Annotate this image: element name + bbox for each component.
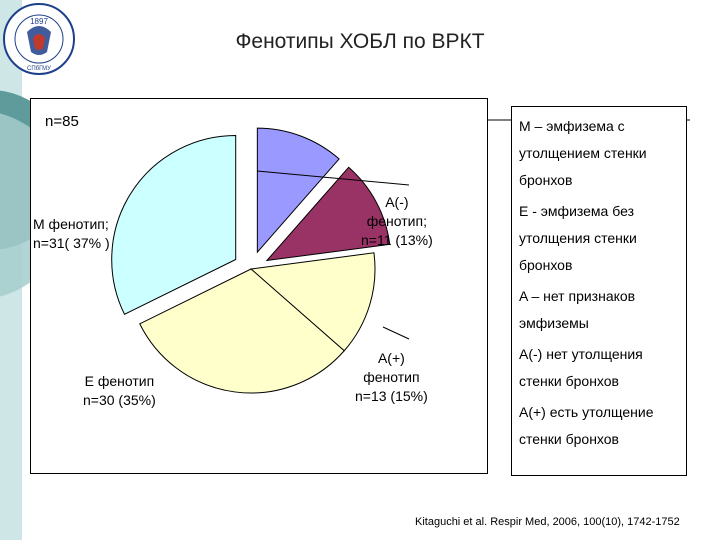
label-e-line1: E фенотип xyxy=(84,373,155,389)
label-e: E фенотип n=30 (35%) xyxy=(83,372,156,410)
pie-slice-purple xyxy=(265,166,391,262)
label-a-plus-line2: фенотип xyxy=(363,369,420,385)
pie-chart-frame: n=85 A(-) фенотип; n=11 (13%) A(+) фенот… xyxy=(30,98,488,474)
sample-size-label: n=85 xyxy=(45,113,79,130)
leader-line-a-plus xyxy=(382,326,410,340)
pie-slice-a-plus xyxy=(249,252,376,352)
leader-line-a-minus xyxy=(256,170,410,186)
pie-slice-m xyxy=(111,134,237,316)
label-m-line2: n=31( 37% ) xyxy=(33,235,110,251)
pie-chart xyxy=(111,127,410,394)
legend: M – эмфизема с утолщением стенки бронхов… xyxy=(511,106,687,476)
label-a-plus-line1: A(+) xyxy=(377,350,405,366)
label-a-plus: A(+) фенотип n=13 (15%) xyxy=(355,349,428,406)
label-e-line2: n=30 (35%) xyxy=(83,392,156,408)
label-a-minus-line2: фенотип; xyxy=(366,213,427,229)
legend-item-a-plus: A(+) есть утолщение стенки бронхов xyxy=(519,404,654,447)
label-a-minus: A(-) фенотип; n=11 (13%) xyxy=(361,193,433,250)
university-seal-icon: 1897 СПбГМУ xyxy=(3,3,75,75)
legend-item-e: E - эмфизема без утолщения стенки бронхо… xyxy=(519,203,637,273)
label-m: M фенотип; n=31( 37% ) xyxy=(33,215,110,253)
label-a-minus-line3: n=11 (13%) xyxy=(361,232,433,248)
label-a-plus-line3: n=13 (15%) xyxy=(355,388,428,404)
seal-year: 1897 xyxy=(30,17,48,26)
citation: Kitaguchi et al. Respir Med, 2006, 100(1… xyxy=(415,516,680,528)
label-m-line1: M фенотип; xyxy=(33,216,109,232)
label-a-minus-line1: A(-) xyxy=(385,194,409,210)
legend-item-a-minus: A(-) нет утолщения стенки бронхов xyxy=(519,346,643,389)
legend-item-m: M – эмфизема с утолщением стенки бронхов xyxy=(519,118,647,188)
slide-title: Фенотипы ХОБЛ по ВРКТ xyxy=(235,30,485,53)
seal-caption: СПбГМУ xyxy=(27,66,51,72)
legend-item-a: A – нет признаков эмфиземы xyxy=(519,288,636,331)
pie-slice-a-minus xyxy=(256,127,340,254)
pie-slice-e xyxy=(139,268,345,394)
